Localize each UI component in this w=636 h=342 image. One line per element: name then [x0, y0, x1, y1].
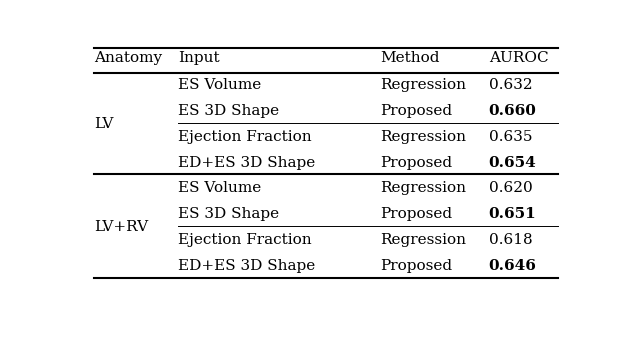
Text: 0.635: 0.635 — [488, 130, 532, 144]
Text: Proposed: Proposed — [380, 104, 452, 118]
Text: LV: LV — [94, 117, 114, 131]
Text: ES 3D Shape: ES 3D Shape — [178, 104, 279, 118]
Text: Method: Method — [380, 51, 439, 65]
Text: Proposed: Proposed — [380, 156, 452, 170]
Text: ES 3D Shape: ES 3D Shape — [178, 207, 279, 221]
Text: 0.620: 0.620 — [488, 182, 532, 196]
Text: 0.618: 0.618 — [488, 233, 532, 247]
Text: Proposed: Proposed — [380, 259, 452, 273]
Text: 0.651: 0.651 — [488, 207, 536, 221]
Text: Regression: Regression — [380, 182, 466, 196]
Text: Proposed: Proposed — [380, 207, 452, 221]
Text: Regression: Regression — [380, 233, 466, 247]
Text: 0.654: 0.654 — [488, 156, 536, 170]
Text: 0.646: 0.646 — [488, 259, 537, 273]
Text: Input: Input — [178, 51, 219, 65]
Text: ES Volume: ES Volume — [178, 182, 261, 196]
Text: ES Volume: ES Volume — [178, 78, 261, 92]
Text: AUROC: AUROC — [488, 51, 548, 65]
Text: Regression: Regression — [380, 78, 466, 92]
Text: Ejection Fraction: Ejection Fraction — [178, 130, 312, 144]
Text: ED+ES 3D Shape: ED+ES 3D Shape — [178, 259, 315, 273]
Text: ED+ES 3D Shape: ED+ES 3D Shape — [178, 156, 315, 170]
Text: 0.660: 0.660 — [488, 104, 537, 118]
Text: 0.632: 0.632 — [488, 78, 532, 92]
Text: Anatomy: Anatomy — [94, 51, 162, 65]
Text: LV+RV: LV+RV — [94, 220, 148, 234]
Text: Ejection Fraction: Ejection Fraction — [178, 233, 312, 247]
Text: Regression: Regression — [380, 130, 466, 144]
